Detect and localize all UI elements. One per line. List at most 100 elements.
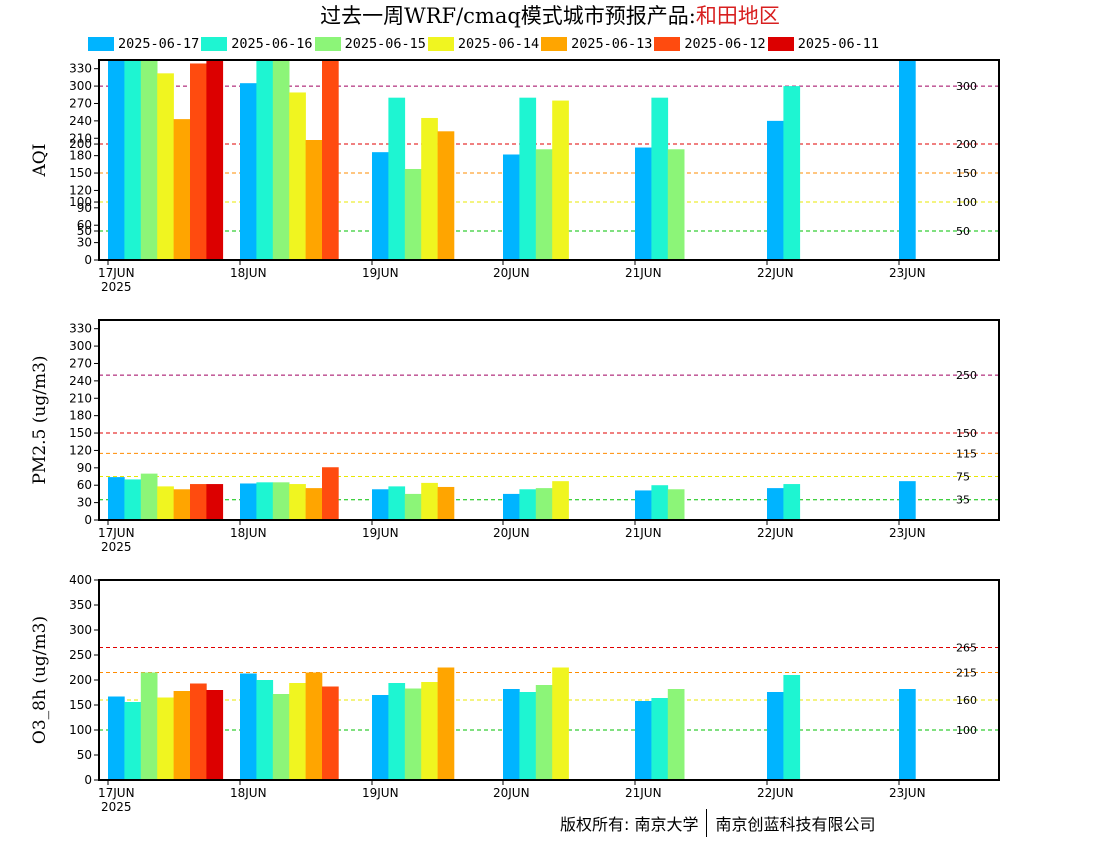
reference-line-label: 115 bbox=[956, 447, 977, 460]
copyright-separator bbox=[706, 809, 708, 837]
x-tick-sublabel: 2025 bbox=[101, 540, 132, 554]
bar bbox=[437, 667, 455, 780]
chart-panel: 030506090100120150180200210240270300330A… bbox=[30, 59, 1000, 294]
legend-label: 2025-06-16 bbox=[231, 36, 313, 52]
bar bbox=[206, 484, 224, 520]
y-tick-label: 200 bbox=[69, 137, 92, 151]
y-tick-label: 270 bbox=[69, 96, 92, 110]
bar bbox=[289, 683, 306, 780]
legend-item: 2025-06-17 bbox=[88, 36, 199, 52]
y-tick-label: 60 bbox=[77, 218, 92, 232]
bar bbox=[667, 489, 685, 520]
y-tick-label: 150 bbox=[69, 166, 92, 180]
legend-label: 2025-06-12 bbox=[684, 36, 766, 52]
bar bbox=[124, 479, 142, 520]
bar bbox=[404, 168, 422, 260]
bar bbox=[206, 690, 224, 780]
bar bbox=[503, 689, 520, 780]
bar bbox=[783, 675, 801, 780]
reference-line-label: 35 bbox=[956, 494, 970, 507]
bar bbox=[535, 685, 553, 780]
bar bbox=[272, 60, 290, 260]
bar bbox=[519, 489, 537, 520]
x-tick-label: 17JUN bbox=[98, 526, 135, 540]
y-tick-label: 150 bbox=[69, 698, 92, 712]
bar bbox=[783, 484, 801, 520]
x-tick-label: 23JUN bbox=[889, 786, 926, 800]
x-tick-label: 20JUN bbox=[493, 786, 530, 800]
legend-label: 2025-06-15 bbox=[344, 36, 426, 52]
legend: 2025-06-17 2025-06-16 2025-06-15 2025-06-14… bbox=[88, 34, 881, 54]
y-tick-label: 0 bbox=[84, 773, 92, 787]
reference-line-label: 50 bbox=[956, 225, 970, 238]
y-tick-label: 300 bbox=[69, 623, 92, 637]
legend-item: 2025-06-13 bbox=[541, 36, 652, 52]
y-tick-label: 50 bbox=[77, 224, 92, 238]
plot-frame bbox=[98, 319, 1000, 521]
bar bbox=[651, 485, 669, 520]
bar bbox=[899, 60, 916, 260]
bar bbox=[372, 489, 389, 520]
x-tick-label: 18JUN bbox=[230, 266, 267, 280]
bar bbox=[767, 692, 784, 780]
legend-swatch bbox=[767, 37, 794, 51]
chart-title: 过去一周WRF/cmaq模式城市预报产品:和田地区 bbox=[0, 0, 1100, 32]
reference-line-label: 215 bbox=[956, 667, 977, 680]
y-axis-label: AQI bbox=[30, 144, 50, 178]
bar bbox=[173, 489, 191, 520]
title-prefix: 过去一周WRF/cmaq模式城市预报产品: bbox=[320, 4, 696, 28]
y-tick-label: 210 bbox=[69, 391, 92, 405]
reference-line-label: 150 bbox=[956, 167, 977, 180]
bar bbox=[519, 97, 537, 261]
legend-label: 2025-06-14 bbox=[457, 36, 540, 52]
x-tick-label: 19JUN bbox=[362, 786, 399, 800]
bar bbox=[240, 483, 257, 520]
bar bbox=[190, 683, 207, 780]
x-tick-label: 20JUN bbox=[493, 266, 530, 280]
bar bbox=[404, 493, 422, 520]
bar bbox=[783, 86, 801, 260]
y-tick-label: 210 bbox=[69, 131, 92, 145]
reference-line-label: 150 bbox=[956, 427, 977, 440]
y-axis-label: PM2.5 (ug/m3) bbox=[30, 355, 50, 484]
reference-line-label: 75 bbox=[956, 471, 970, 484]
x-tick-label: 21JUN bbox=[625, 526, 662, 540]
bar bbox=[256, 482, 274, 520]
bar bbox=[421, 482, 438, 520]
bar bbox=[289, 484, 306, 520]
bar bbox=[272, 482, 290, 520]
copyright-left: 版权所有: 南京大学 bbox=[560, 815, 699, 834]
bar bbox=[535, 149, 553, 260]
bar bbox=[256, 680, 274, 780]
reference-line-label: 100 bbox=[956, 196, 977, 209]
bar bbox=[635, 490, 652, 520]
x-tick-label: 22JUN bbox=[757, 526, 794, 540]
x-tick-label: 23JUN bbox=[889, 526, 926, 540]
y-tick-label: 400 bbox=[69, 573, 92, 587]
y-tick-label: 180 bbox=[69, 149, 92, 163]
y-tick-label: 300 bbox=[69, 79, 92, 93]
legend-swatch bbox=[88, 37, 114, 51]
bar bbox=[108, 696, 125, 780]
bar bbox=[272, 694, 290, 780]
y-tick-label: 120 bbox=[69, 443, 92, 457]
y-tick-label: 180 bbox=[69, 409, 92, 423]
bar bbox=[305, 672, 323, 780]
bar bbox=[140, 60, 158, 260]
bar bbox=[437, 131, 455, 260]
bar bbox=[635, 147, 652, 260]
y-tick-label: 240 bbox=[69, 374, 92, 388]
title-region: 和田地区 bbox=[695, 4, 780, 28]
x-tick-sublabel: 2025 bbox=[101, 280, 132, 294]
x-tick-label: 22JUN bbox=[757, 266, 794, 280]
bar bbox=[651, 698, 669, 780]
bar bbox=[157, 486, 174, 520]
bar bbox=[388, 486, 406, 520]
bar bbox=[322, 467, 339, 520]
bar bbox=[667, 149, 685, 260]
y-axis-label: O3_8h (ug/m3) bbox=[30, 616, 50, 744]
legend-swatch bbox=[201, 37, 228, 51]
bar bbox=[322, 60, 339, 260]
y-tick-label: 90 bbox=[77, 461, 92, 475]
